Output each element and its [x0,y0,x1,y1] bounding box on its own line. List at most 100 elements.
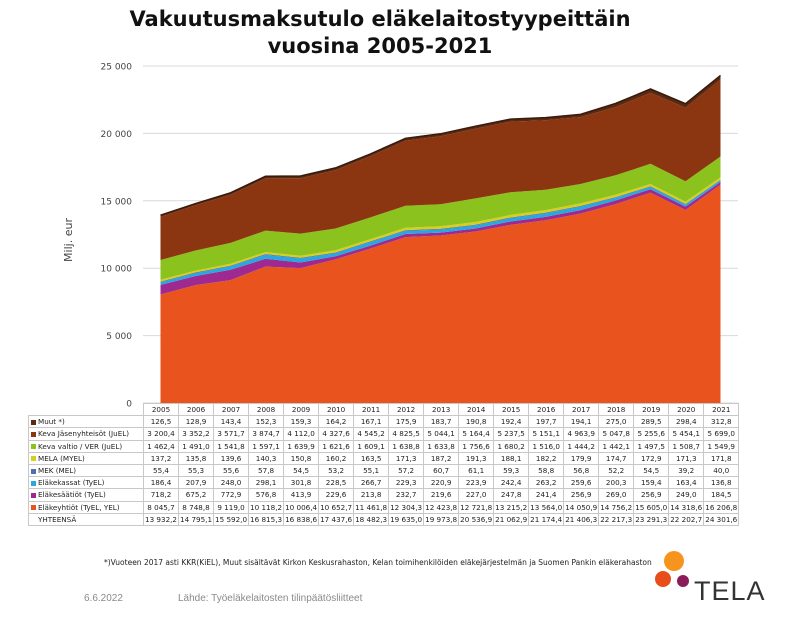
table-cell: 259,6 [563,476,600,490]
y-tick-label: 20 000 [101,130,133,140]
table-year-header: 2020 [668,402,705,417]
table-header-row: 2005 2006 2007 2008 2009 2010 2011 2012 2013 2014… [29,402,740,417]
y-tick-label: 5 000 [106,332,132,342]
table-cell: 1 491,0 [178,439,215,453]
table-cell: 135,8 [178,451,215,465]
area-series-eläkesäätiöt-tyel- [160,182,721,295]
table-cell: 219,6 [423,488,460,502]
table-cell: 3 200,4 [142,427,180,441]
table-cell: 312,8 [703,415,740,429]
table-total-cell: 17 437,6 [318,512,355,526]
table-cell: 179,9 [563,451,600,465]
table-cell: 223,9 [458,476,495,490]
legend-entry: MEK (MEL) [28,463,144,478]
legend-entry: Eläkekassat (TyEL) [28,476,144,490]
table-cell: 228,5 [318,476,355,490]
table-cell: 13 564,0 [528,500,565,514]
legend-entry: MELA (MYEL) [28,451,144,465]
table-cell: 249,0 [668,488,705,502]
table-cell: 3 571,7 [213,427,250,441]
table-cell: 4 545,2 [353,427,390,441]
table-cell: 8 748,8 [178,500,215,514]
table-row: Eläkeyhtiöt (TyEL, YEL) 8 045,7 8 748,8 9 1… [28,500,740,514]
table-cell: 207,9 [178,476,215,490]
legend-swatch [31,419,36,425]
table-cell: 1 549,9 [703,439,740,453]
table-year-header: 2014 [458,402,495,417]
table-cell: 5 237,5 [493,427,530,441]
table-cell: 1 444,2 [563,439,600,453]
table-total-cell: 13 932,2 [142,512,180,526]
data-table: 2005 2006 2007 2008 2009 2010 2011 2012 2013 2014… [28,402,740,526]
table-cell: 187,2 [423,451,460,465]
table-total-cell: 18 482,3 [353,512,390,526]
table-cell: 184,5 [703,488,740,502]
table-cell: 126,5 [142,415,180,429]
chart-title-line-1: Vakuutusmaksutulo eläkelaitostyypeittäin [129,7,631,31]
table-cell: 56,8 [563,463,600,478]
table-cell: 14 050,9 [563,500,600,514]
table-cell: 13 215,2 [493,500,530,514]
table-cell: 269,0 [598,488,635,502]
table-total-cell: 14 795,1 [178,512,215,526]
table-row: Keva valtio / VER (JuEL) 1 462,4 1 491,0 1 … [28,439,740,453]
total-outline [160,74,721,216]
table-cell: 60,7 [423,463,460,478]
table-cell: 12 304,3 [388,500,425,514]
table-cell: 140,3 [248,451,285,465]
table-cell: 4 327,6 [318,427,355,441]
table-cell: 256,9 [563,488,600,502]
table-cell: 298,1 [248,476,285,490]
table-cell: 1 541,8 [213,439,250,453]
legend-entry: Eläkesäätiöt (TyEL) [28,488,144,502]
table-cell: 14 756,2 [598,500,635,514]
table-cell: 9 119,0 [213,500,250,514]
table-cell: 55,4 [142,463,180,478]
table-cell: 298,4 [668,415,705,429]
source-label: Lähde: Työeläkelaitosten tilinpäätösliit… [178,593,363,604]
table-cell: 232,7 [388,488,425,502]
table-total-cell: 16 838,6 [283,512,320,526]
y-tick-label: 15 000 [101,197,133,207]
chart-title: Vakuutusmaksutulo eläkelaitostyypeittäin… [60,6,700,60]
table-year-header: 2018 [598,402,635,417]
table-cell: 10 118,2 [248,500,285,514]
tela-logo-icon [655,551,689,587]
table-cell: 4 825,5 [388,427,425,441]
table-year-header: 2009 [283,402,320,417]
table-year-header: 2016 [528,402,565,417]
table-cell: 54,5 [633,463,670,478]
table-row: Keva Jäsenyhteisöt (JuEL) 3 200,4 3 352,2 3… [28,427,740,441]
table-total-cell: 22 202,7 [668,512,705,526]
area-series-eläkekassat-tyel- [160,180,721,285]
table-cell: 241,4 [528,488,565,502]
legend-swatch [31,480,36,486]
table-cell: 1 462,4 [142,439,180,453]
legend-entry: Keva valtio / VER (JuEL) [28,439,144,453]
table-cell: 167,1 [353,415,390,429]
table-cell: 5 047,8 [598,427,635,441]
table-row: MEK (MEL) 55,4 55,3 55,6 57,8 54,5 53,2 55,1 57,… [28,463,740,478]
table-cell: 175,9 [388,415,425,429]
table-row: MELA (MYEL) 137,2 135,8 139,6 140,3 150,8 160,… [28,451,740,465]
table-year-header: 2021 [703,402,740,417]
table-cell: 160,2 [318,451,355,465]
table-cell: 61,1 [458,463,495,478]
table-year-header: 2007 [213,402,250,417]
legend-entry: Eläkeyhtiöt (TyEL, YEL) [28,500,144,514]
table-year-header: 2010 [318,402,355,417]
table-cell: 301,8 [283,476,320,490]
table-cell: 12 423,8 [423,500,460,514]
y-tick-label: 0 [126,400,132,410]
table-cell: 256,9 [633,488,670,502]
table-year-header: 2015 [493,402,530,417]
table-cell: 14 318,6 [668,500,705,514]
table-cell: 16 206,8 [703,500,740,514]
table-cell: 229,6 [318,488,355,502]
table-cell: 39,2 [668,463,705,478]
table-cell: 55,6 [213,463,250,478]
total-label: YHTEENSÄ [28,512,144,526]
table-total-cell: 16 815,3 [248,512,285,526]
table-year-header: 2011 [353,402,390,417]
table-cell: 1 442,1 [598,439,635,453]
